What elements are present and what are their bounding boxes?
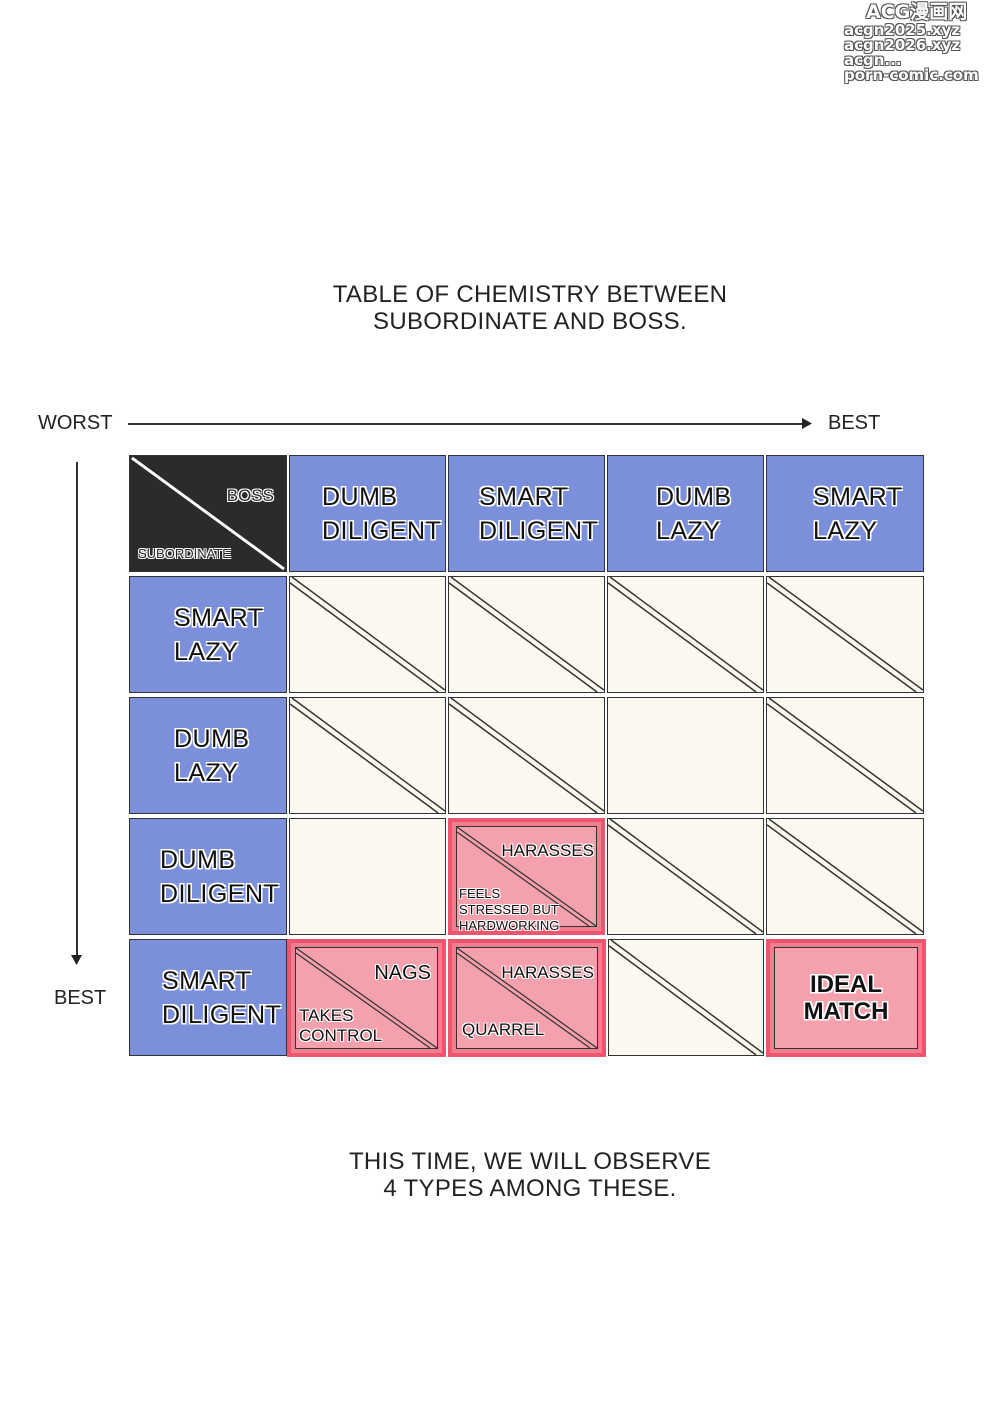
sub-reaction-text: QUARREL [462, 1020, 545, 1039]
cell-diagonal [449, 698, 604, 813]
title-line: SUBORDINATE AND BOSS. [373, 308, 687, 335]
corner-diagonal [131, 456, 285, 571]
pink-cell-inner: HARASSES FEELS STRESSED BUT HARDWORKING [456, 826, 597, 931]
ideal-line: MATCH [803, 998, 889, 1025]
watermark-line: acgn... [844, 51, 902, 69]
header-line: DILIGENT [479, 516, 599, 545]
table-cell-harasses-quarrel: HARASSES QUARREL [448, 939, 606, 1057]
table-cell-nags-takes-control: NAGS TAKES CONTROL [287, 939, 446, 1057]
header-line: DUMB [322, 482, 398, 511]
table-cell-empty [607, 576, 764, 693]
header-line: LAZY [174, 758, 239, 787]
table-cell-empty [607, 697, 764, 814]
boss-header-smart-diligent: SMART DILIGENT [448, 455, 605, 572]
sub-reaction-line: TAKES [299, 1006, 354, 1025]
table-cell-empty [289, 818, 446, 935]
table-cell-empty [766, 818, 924, 935]
sub-reaction-line: CONTROL [299, 1026, 383, 1045]
watermark-line: acgn2026.xyz [844, 36, 961, 54]
table-cell-harasses-stressed: HARASSES FEELS STRESSED BUT HARDWORKING [448, 818, 605, 935]
table-cell-empty [289, 697, 446, 814]
subordinate-header-dumb-diligent: DUMB DILIGENT [129, 818, 287, 935]
cell-diagonal [608, 819, 763, 934]
axis-best-label-top: BEST [828, 412, 881, 434]
header-line: LAZY [813, 516, 878, 545]
pink-cell-inner: HARASSES QUARREL [456, 947, 598, 1049]
footer-line: THIS TIME, WE WILL OBSERVE [348, 1148, 712, 1175]
arrow-right-icon [802, 418, 812, 429]
arrow-down-icon [71, 955, 82, 965]
table-cell-empty [607, 818, 764, 935]
table-cell-empty [289, 576, 446, 693]
header-line: DUMB [160, 845, 236, 874]
ideal-match-label: IDEAL MATCH [775, 971, 917, 1025]
sub-reaction-line: FEELS [459, 886, 501, 901]
header-line: SMART [174, 603, 264, 632]
table-cell-ideal-match: IDEAL MATCH [766, 939, 926, 1057]
header-line: DILIGENT [322, 516, 442, 545]
cell-diagonal [290, 698, 445, 813]
watermark-title: ACG漫画网 [866, 1, 968, 23]
subordinate-header-smart-lazy: SMART LAZY [129, 576, 287, 693]
ideal-line: IDEAL [810, 971, 882, 998]
header-line: DILIGENT [162, 1000, 282, 1029]
boss-header-dumb-lazy: DUMB LAZY [607, 455, 764, 572]
cell-diagonal [608, 577, 763, 692]
subordinate-header-smart-diligent: SMART DILIGENT [129, 939, 287, 1056]
pink-cell-inner: NAGS TAKES CONTROL [295, 947, 438, 1049]
footer-line: 4 TYPES AMONG THESE. [383, 1175, 677, 1202]
pink-cell-inner: IDEAL MATCH [774, 947, 918, 1049]
header-line: DUMB [174, 724, 250, 753]
boss-reaction-text: HARASSES [501, 841, 594, 860]
axis-best-label-left: BEST [54, 987, 107, 1009]
sub-reaction-line: STRESSED BUT [459, 902, 559, 917]
cell-diagonal [457, 827, 596, 926]
watermark: ACG漫画网 acgn2025.xyz acgn2026.xyz acgn...… [844, 2, 994, 83]
boss-reaction-text: NAGS [374, 962, 431, 984]
watermark-line: acgn2025.xyz [844, 21, 961, 39]
boss-header-dumb-diligent: DUMB DILIGENT [289, 455, 446, 572]
header-line: SMART [813, 482, 903, 511]
vertical-axis-line [76, 462, 78, 958]
boss-header-smart-lazy: SMART LAZY [766, 455, 924, 572]
title-line: TABLE OF CHEMISTRY BETWEEN [332, 281, 728, 308]
cell-diagonal [609, 940, 763, 1055]
corner-subordinate-label: SUBORDINATE [138, 546, 231, 561]
table-cell-empty [766, 697, 924, 814]
horizontal-axis-line [128, 423, 806, 425]
table-cell-empty [766, 576, 924, 693]
header-line: SMART [162, 966, 252, 995]
boss-reaction-text: HARASSES [501, 963, 594, 982]
sub-reaction-line: HARDWORKING [459, 918, 560, 933]
footer-caption: THIS TIME, WE WILL OBSERVE 4 TYPES AMONG… [0, 1148, 1000, 1202]
header-line: SMART [479, 482, 569, 511]
page-title: TABLE OF CHEMISTRY BETWEEN SUBORDINATE A… [0, 281, 1000, 335]
corner-cell: BOSS SUBORDINATE [129, 455, 287, 572]
table-cell-empty [448, 576, 605, 693]
cell-diagonal [290, 577, 445, 692]
watermark-line: porn-comic.com [844, 66, 979, 84]
cell-diagonal [296, 948, 437, 1048]
table-cell-empty [448, 697, 605, 814]
corner-boss-label: BOSS [226, 486, 274, 505]
header-line: LAZY [174, 637, 239, 666]
header-line: DILIGENT [160, 879, 280, 908]
table-cell-empty [608, 939, 764, 1056]
cell-diagonal [457, 948, 597, 1048]
header-line: LAZY [656, 516, 721, 545]
cell-diagonal [767, 577, 923, 692]
cell-diagonal [767, 698, 923, 813]
axis-worst-label: WORST [38, 412, 113, 434]
header-line: DUMB [656, 482, 732, 511]
cell-diagonal [449, 577, 604, 692]
cell-diagonal [767, 819, 923, 934]
subordinate-header-dumb-lazy: DUMB LAZY [129, 697, 287, 814]
